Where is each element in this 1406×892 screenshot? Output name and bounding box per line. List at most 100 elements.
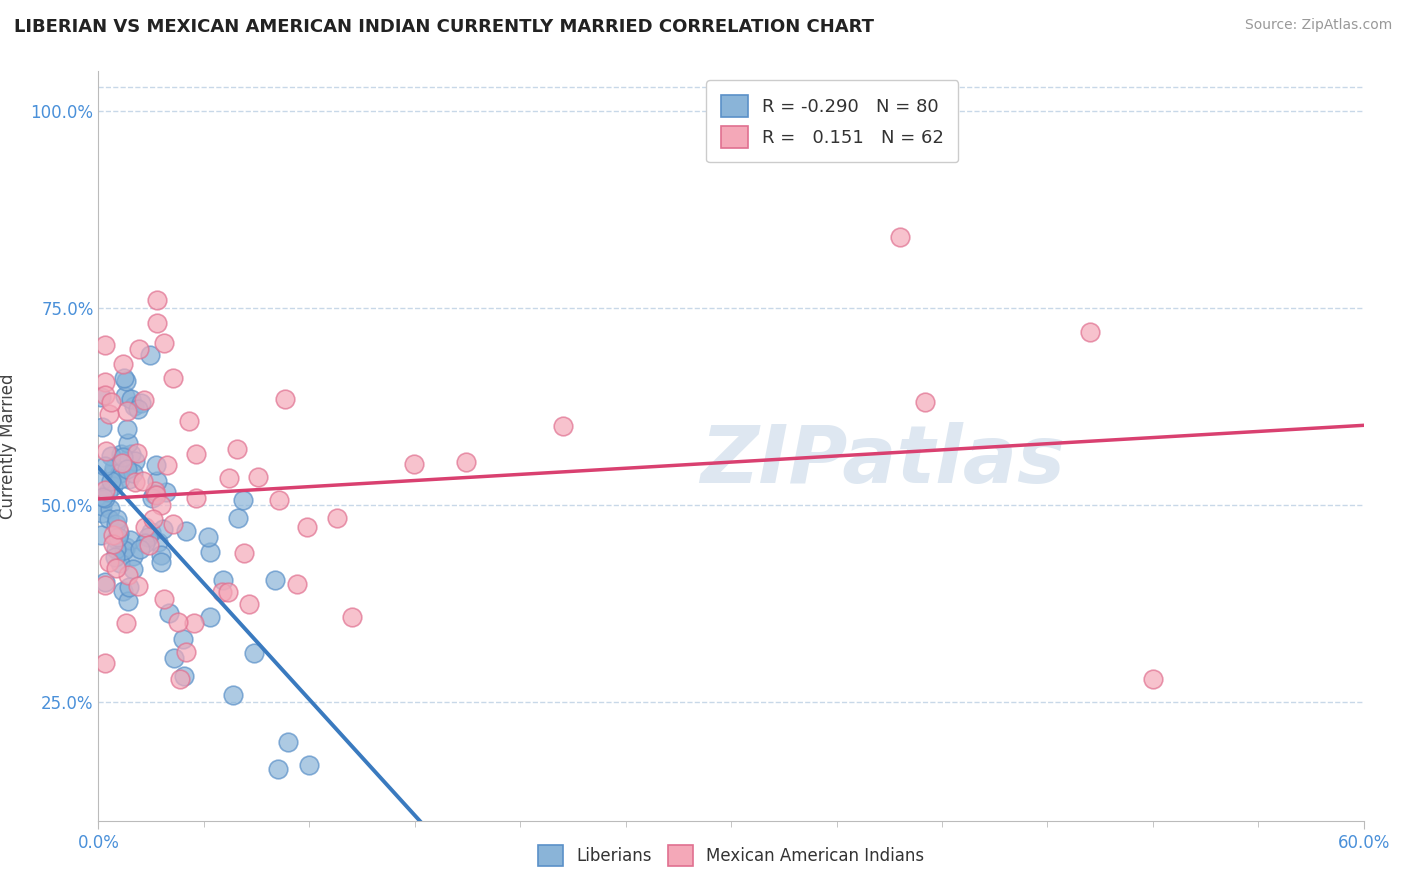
Point bbox=[238, 597, 260, 611]
Point bbox=[117, 568, 139, 582]
Point bbox=[100, 474, 122, 488]
Point bbox=[342, 609, 364, 624]
Point bbox=[198, 610, 221, 624]
Point bbox=[122, 466, 145, 480]
Point bbox=[169, 672, 191, 686]
Point bbox=[226, 511, 249, 525]
Point bbox=[211, 585, 233, 599]
Point bbox=[162, 516, 184, 531]
Point bbox=[91, 490, 114, 504]
Point bbox=[115, 615, 138, 630]
Point bbox=[94, 458, 117, 473]
Point bbox=[184, 491, 207, 506]
Point bbox=[117, 472, 139, 486]
Point bbox=[404, 457, 426, 471]
Point bbox=[198, 545, 221, 559]
Point bbox=[98, 512, 121, 526]
Point bbox=[277, 735, 299, 749]
Point bbox=[105, 511, 128, 525]
Point bbox=[118, 580, 141, 594]
Point bbox=[90, 390, 112, 404]
Point bbox=[110, 447, 132, 461]
Point bbox=[91, 506, 114, 520]
Point bbox=[134, 536, 156, 550]
Point bbox=[146, 293, 169, 307]
Point bbox=[145, 458, 167, 472]
Point bbox=[115, 540, 138, 554]
Point bbox=[90, 419, 112, 434]
Point bbox=[103, 479, 125, 493]
Point bbox=[93, 657, 117, 671]
Point bbox=[90, 474, 112, 488]
Point bbox=[211, 573, 233, 587]
Point bbox=[145, 488, 167, 502]
Point bbox=[157, 606, 180, 620]
Point bbox=[112, 542, 135, 557]
Point bbox=[134, 520, 156, 534]
Point bbox=[326, 510, 349, 524]
Point bbox=[134, 393, 156, 408]
Point bbox=[124, 454, 146, 468]
Point bbox=[1142, 672, 1164, 686]
Point bbox=[127, 401, 149, 416]
Point bbox=[97, 556, 120, 570]
Point bbox=[93, 483, 117, 497]
Point bbox=[166, 615, 188, 629]
Point bbox=[117, 436, 139, 450]
Point bbox=[94, 574, 117, 589]
Y-axis label: Currently Married: Currently Married bbox=[0, 373, 17, 519]
Point bbox=[298, 758, 321, 772]
Point bbox=[108, 472, 131, 486]
Point bbox=[129, 542, 152, 557]
Point bbox=[90, 499, 112, 513]
Point bbox=[121, 549, 143, 564]
Point bbox=[97, 407, 120, 421]
Point bbox=[112, 371, 135, 385]
Point bbox=[101, 537, 124, 551]
Point bbox=[264, 573, 287, 587]
Point bbox=[115, 404, 138, 418]
Point bbox=[217, 585, 239, 599]
Point bbox=[104, 533, 127, 547]
Point bbox=[127, 446, 149, 460]
Point bbox=[108, 556, 131, 570]
Point bbox=[118, 533, 141, 548]
Point bbox=[101, 466, 124, 480]
Point bbox=[146, 316, 169, 330]
Legend: Liberians, Mexican American Indians: Liberians, Mexican American Indians bbox=[531, 838, 931, 872]
Point bbox=[1078, 325, 1101, 339]
Point bbox=[127, 579, 149, 593]
Point bbox=[115, 374, 138, 388]
Point bbox=[93, 375, 117, 389]
Point bbox=[100, 450, 122, 464]
Point bbox=[155, 484, 177, 499]
Point bbox=[141, 491, 163, 506]
Point bbox=[129, 396, 152, 410]
Point bbox=[152, 522, 174, 536]
Point bbox=[98, 502, 121, 516]
Point bbox=[274, 392, 297, 407]
Point bbox=[104, 542, 127, 557]
Point bbox=[105, 560, 128, 574]
Point bbox=[163, 651, 186, 665]
Point bbox=[120, 447, 142, 461]
Point bbox=[152, 335, 174, 350]
Point bbox=[143, 483, 166, 498]
Point bbox=[104, 550, 127, 565]
Point bbox=[183, 615, 205, 630]
Point bbox=[128, 342, 150, 356]
Point bbox=[90, 527, 112, 541]
Point bbox=[104, 517, 127, 532]
Point bbox=[150, 555, 173, 569]
Point bbox=[162, 371, 184, 385]
Point bbox=[889, 230, 911, 244]
Point bbox=[454, 455, 477, 469]
Point bbox=[124, 399, 146, 413]
Point bbox=[107, 523, 129, 537]
Point bbox=[93, 388, 117, 402]
Point bbox=[112, 450, 135, 464]
Point bbox=[146, 535, 169, 549]
Point bbox=[94, 491, 117, 505]
Point bbox=[553, 418, 575, 433]
Point bbox=[103, 528, 125, 542]
